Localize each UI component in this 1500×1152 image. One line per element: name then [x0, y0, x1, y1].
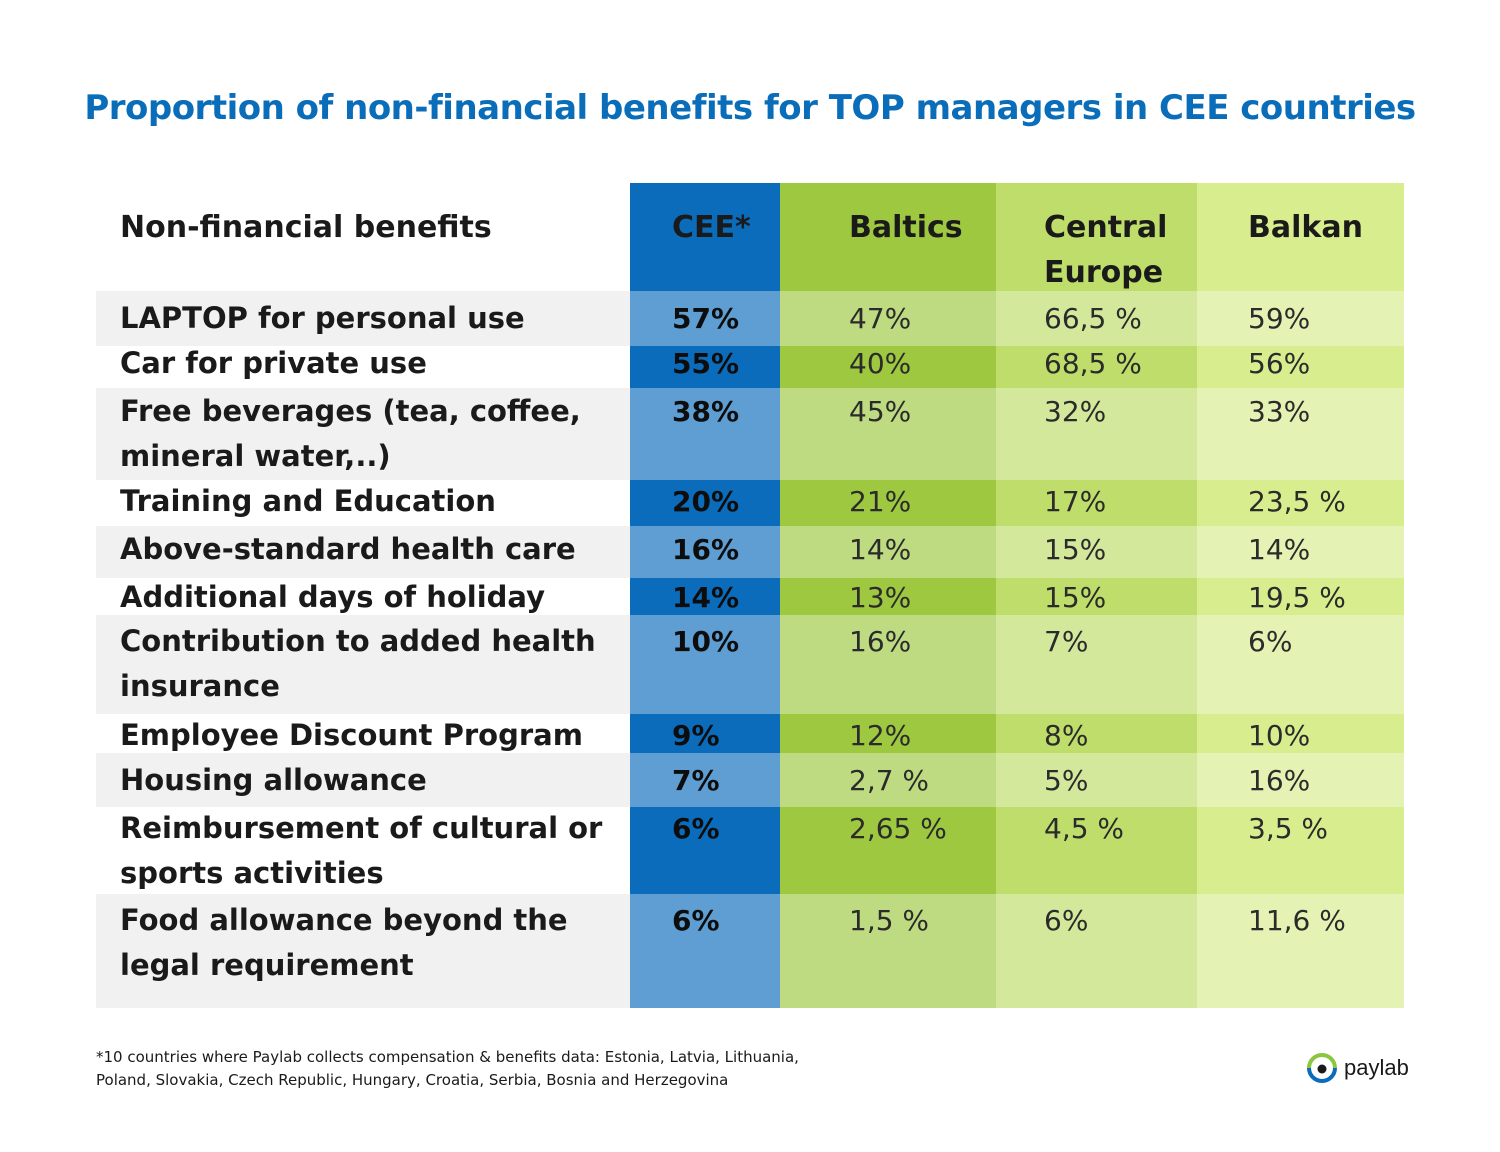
- row-stripe-label-bg: [96, 291, 630, 346]
- header-central-europe: Central Europe: [1044, 210, 1168, 290]
- cee-value: 38%: [672, 395, 740, 428]
- column-band-balkan: [1197, 183, 1404, 1008]
- benefit-label: Reimbursement of cultural or sports acti…: [120, 811, 603, 890]
- column-band-baltics: [780, 183, 996, 1008]
- baltics-value: 14%: [849, 533, 912, 566]
- baltics-value: 1,5 %: [849, 904, 930, 937]
- cee-value: 55%: [672, 347, 740, 380]
- baltics-value: 40%: [849, 347, 912, 380]
- paylab-eye-icon: [1307, 1053, 1337, 1083]
- row-stripe-label-bg: [96, 526, 630, 578]
- header-benefit: Non-financial benefits: [120, 210, 492, 245]
- header-balkan: Balkan: [1248, 210, 1363, 245]
- row-stripe-label-bg: [96, 615, 630, 714]
- benefit-label: Car for private use: [120, 346, 427, 380]
- cee-value: 6%: [672, 812, 720, 845]
- column-band-cee: [630, 183, 780, 1008]
- footnote: *10 countries where Paylab collects comp…: [96, 1048, 799, 1089]
- row-stripe-tint: [630, 894, 1404, 1008]
- central-europe-value: 7%: [1044, 625, 1089, 658]
- balkan-value: 33%: [1248, 395, 1311, 428]
- row-stripe-label-bg: [96, 388, 630, 480]
- central-europe-value: 8%: [1044, 719, 1089, 752]
- cee-value: 20%: [672, 485, 740, 518]
- benefit-label: Additional days of holiday: [120, 580, 546, 614]
- central-europe-value: 4,5 %: [1044, 812, 1125, 845]
- cee-value: 6%: [672, 904, 720, 937]
- baltics-value: 45%: [849, 395, 912, 428]
- row-stripe-tint: [630, 388, 1404, 480]
- balkan-value: 23,5 %: [1248, 485, 1346, 518]
- central-europe-value: 15%: [1044, 581, 1107, 614]
- header-baltics: Baltics: [849, 210, 963, 245]
- central-europe-value: 68,5 %: [1044, 347, 1142, 380]
- balkan-value: 14%: [1248, 533, 1311, 566]
- row-stripe-label-bg: [96, 894, 630, 1008]
- header-cee: CEE*: [672, 210, 751, 245]
- balkan-value: 59%: [1248, 302, 1311, 335]
- benefit-label: Above-standard health care: [120, 532, 576, 566]
- balkan-value: 10%: [1248, 719, 1311, 752]
- benefit-label: Contribution to added health insurance: [120, 624, 596, 703]
- balkan-value: 19,5 %: [1248, 581, 1346, 614]
- balkan-value: 3,5 %: [1248, 812, 1329, 845]
- central-europe-value: 17%: [1044, 485, 1107, 518]
- row-stripe-tint: [630, 526, 1404, 578]
- row-stripe: [96, 526, 1404, 578]
- baltics-value: 2,7 %: [849, 764, 930, 797]
- row-stripe: [96, 753, 1404, 807]
- cee-value: 7%: [672, 764, 720, 797]
- cee-value: 14%: [672, 581, 740, 614]
- benefit-label: LAPTOP for personal use: [120, 301, 525, 335]
- cee-value: 16%: [672, 533, 740, 566]
- baltics-value: 47%: [849, 302, 912, 335]
- benefit-label: Training and Education: [120, 484, 496, 518]
- central-europe-value: 32%: [1044, 395, 1107, 428]
- balkan-value: 6%: [1248, 625, 1293, 658]
- row-stripe: [96, 894, 1404, 1008]
- central-europe-value: 15%: [1044, 533, 1107, 566]
- row-stripe-label-bg: [96, 753, 630, 807]
- column-band-central-europe: [996, 183, 1197, 1008]
- benefit-label: Free beverages (tea, coffee, mineral wat…: [120, 394, 581, 473]
- row-stripe: [96, 615, 1404, 714]
- benefit-label: Employee Discount Program: [120, 718, 583, 752]
- central-europe-value: 66,5 %: [1044, 302, 1142, 335]
- central-europe-value: 5%: [1044, 764, 1089, 797]
- paylab-wordmark: paylab: [1344, 1055, 1409, 1080]
- baltics-value: 13%: [849, 581, 912, 614]
- baltics-value: 21%: [849, 485, 912, 518]
- chart-title: Proportion of non-financial benefits for…: [84, 88, 1416, 128]
- baltics-value: 12%: [849, 719, 912, 752]
- cee-value: 9%: [672, 719, 720, 752]
- cee-value: 10%: [672, 625, 740, 658]
- cee-value: 57%: [672, 302, 740, 335]
- central-europe-value: 6%: [1044, 904, 1089, 937]
- baltics-value: 16%: [849, 625, 912, 658]
- benefit-label: Food allowance beyond the legal requirem…: [120, 903, 568, 982]
- row-stripe: [96, 388, 1404, 480]
- balkan-value: 11,6 %: [1248, 904, 1346, 937]
- row-stripe-tint: [630, 753, 1404, 807]
- balkan-value: 16%: [1248, 764, 1311, 797]
- baltics-value: 2,65 %: [849, 812, 947, 845]
- row-stripe-tint: [630, 615, 1404, 714]
- balkan-value: 56%: [1248, 347, 1311, 380]
- benefit-label: Housing allowance: [120, 763, 427, 797]
- row-stripe: [96, 291, 1404, 346]
- paylab-logo: paylab: [1306, 1052, 1409, 1084]
- row-stripe-tint: [630, 291, 1404, 346]
